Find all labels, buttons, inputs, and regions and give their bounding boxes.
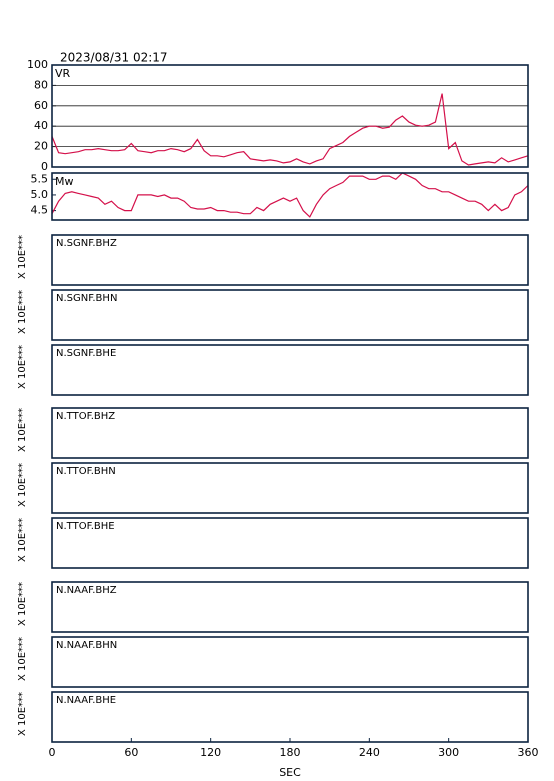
- panel-label: VR: [55, 67, 71, 80]
- trace-y-label: X 10E***: [17, 235, 28, 279]
- x-axis-label: SEC: [279, 766, 301, 779]
- trace-frame: [51, 462, 529, 514]
- y-tick-label: 5.5: [31, 172, 49, 185]
- plot-title: 2023/08/31 02:17: [60, 51, 168, 65]
- y-tick-label: 100: [27, 58, 48, 71]
- trace-label: N.TTOF.BHZ: [56, 411, 115, 422]
- trace-label: N.TTOF.BHE: [56, 521, 115, 532]
- trace-label: N.SGNF.BHZ: [56, 238, 117, 249]
- panel-frame: [51, 64, 529, 168]
- trace-frame: [51, 691, 529, 743]
- y-tick-label: 40: [34, 119, 48, 132]
- y-tick-label: 5.0: [31, 188, 49, 201]
- trace-label: N.TTOF.BHN: [56, 466, 116, 477]
- trace-y-label: X 10E***: [17, 463, 28, 507]
- trace-frame: [51, 289, 529, 341]
- trace-y-label: X 10E***: [17, 408, 28, 452]
- trace-label: N.NAAF.BHN: [56, 640, 117, 651]
- data-line: [51, 93, 529, 166]
- y-tick-label: 80: [34, 78, 48, 91]
- trace-y-label: X 10E***: [17, 518, 28, 562]
- trace-frame: [51, 234, 529, 286]
- y-tick-label: 60: [34, 99, 48, 112]
- trace-label: N.SGNF.BHN: [56, 293, 117, 304]
- x-tick-label: 60: [124, 746, 138, 759]
- trace-y-label: X 10E***: [17, 637, 28, 681]
- trace-frame: [51, 581, 529, 633]
- x-tick-label: 180: [280, 746, 301, 759]
- trace-frame: [51, 517, 529, 569]
- trace-frame: [51, 407, 529, 459]
- trace-frame: [51, 344, 529, 396]
- trace-y-label: X 10E***: [17, 582, 28, 626]
- trace-y-label: X 10E***: [17, 345, 28, 389]
- x-tick-label: 300: [438, 746, 459, 759]
- panel-label: Mw: [55, 175, 74, 188]
- x-tick-label: 240: [359, 746, 380, 759]
- y-tick-label: 0: [41, 160, 48, 173]
- panel-frame: [51, 172, 529, 221]
- trace-frame: [51, 636, 529, 688]
- trace-label: N.NAAF.BHE: [56, 695, 116, 706]
- trace-label: N.NAAF.BHZ: [56, 585, 117, 596]
- y-tick-label: 20: [34, 140, 48, 153]
- trace-y-label: X 10E***: [17, 290, 28, 334]
- x-tick-label: 360: [518, 746, 539, 759]
- x-tick-label: 0: [49, 746, 56, 759]
- trace-label: N.SGNF.BHE: [56, 348, 116, 359]
- data-line: [51, 172, 529, 218]
- trace-y-label: X 10E***: [17, 692, 28, 736]
- y-tick-label: 4.5: [31, 204, 49, 217]
- x-tick-label: 120: [200, 746, 221, 759]
